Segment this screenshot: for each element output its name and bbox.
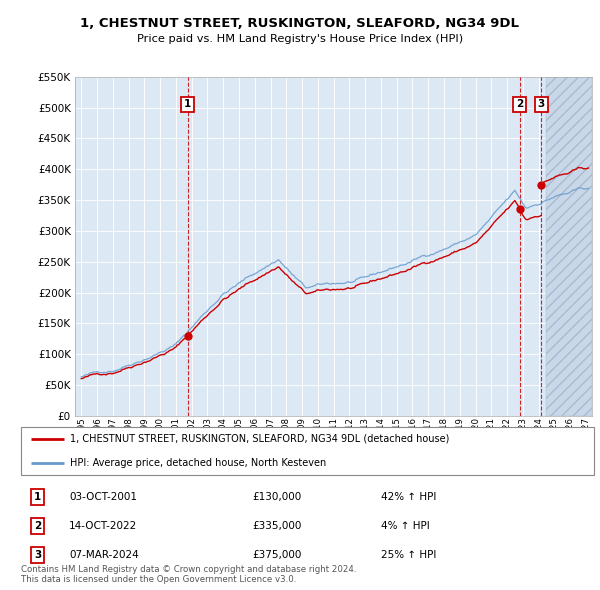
Text: 1, CHESTNUT STREET, RUSKINGTON, SLEAFORD, NG34 9DL: 1, CHESTNUT STREET, RUSKINGTON, SLEAFORD… xyxy=(80,17,520,30)
Text: £335,000: £335,000 xyxy=(252,522,301,531)
Point xyxy=(536,180,546,189)
Bar xyxy=(547,43,592,416)
Text: 42% ↑ HPI: 42% ↑ HPI xyxy=(381,493,436,502)
Text: 14-OCT-2022: 14-OCT-2022 xyxy=(69,522,137,531)
Point xyxy=(183,331,193,340)
Text: 2: 2 xyxy=(34,522,41,531)
Text: 2: 2 xyxy=(516,100,523,110)
Text: £130,000: £130,000 xyxy=(252,493,301,502)
Text: 3: 3 xyxy=(538,100,545,110)
Text: Price paid vs. HM Land Registry's House Price Index (HPI): Price paid vs. HM Land Registry's House … xyxy=(137,34,463,44)
Text: 07-MAR-2024: 07-MAR-2024 xyxy=(69,550,139,559)
Text: 4% ↑ HPI: 4% ↑ HPI xyxy=(381,522,430,531)
Text: Contains HM Land Registry data © Crown copyright and database right 2024.: Contains HM Land Registry data © Crown c… xyxy=(21,565,356,574)
Text: This data is licensed under the Open Government Licence v3.0.: This data is licensed under the Open Gov… xyxy=(21,575,296,584)
FancyBboxPatch shape xyxy=(21,427,594,475)
Text: 3: 3 xyxy=(34,550,41,559)
Bar xyxy=(547,43,592,416)
Text: HPI: Average price, detached house, North Kesteven: HPI: Average price, detached house, Nort… xyxy=(70,458,326,468)
Point xyxy=(515,205,524,214)
Text: 25% ↑ HPI: 25% ↑ HPI xyxy=(381,550,436,559)
Text: 1: 1 xyxy=(34,493,41,502)
Text: 1, CHESTNUT STREET, RUSKINGTON, SLEAFORD, NG34 9DL (detached house): 1, CHESTNUT STREET, RUSKINGTON, SLEAFORD… xyxy=(70,434,449,444)
Text: 1: 1 xyxy=(184,100,191,110)
Text: 03-OCT-2001: 03-OCT-2001 xyxy=(69,493,137,502)
Text: £375,000: £375,000 xyxy=(252,550,301,559)
